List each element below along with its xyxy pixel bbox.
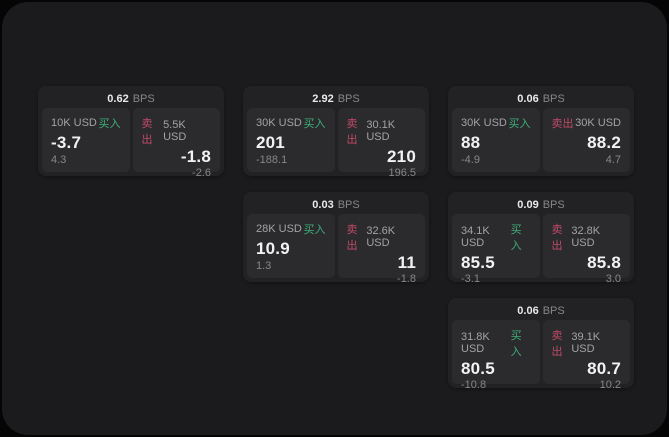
- buy-side-label: 买入: [303, 118, 326, 130]
- sell-sub-value: -2.6: [192, 167, 211, 179]
- sell-sub-value: -1.8: [397, 273, 416, 285]
- buy-sub-value: -10.8: [461, 379, 487, 391]
- sell-pane[interactable]: 卖出 32.8K USD 85.8 3.0: [542, 214, 630, 285]
- buy-size: 28K USD: [256, 223, 302, 235]
- buy-size: 10K USD: [51, 117, 97, 129]
- sell-sub-value: 10.2: [599, 379, 621, 391]
- bps-unit-label: BPS: [337, 199, 360, 211]
- spread-value: 0.06: [517, 93, 539, 105]
- sell-price: 11: [397, 253, 416, 272]
- buy-price: -3.7: [51, 132, 82, 152]
- quote-card: 0.06 BPS 30K USD 买入 88 -4.9 卖出 30K USD: [448, 86, 634, 176]
- sell-size: 30.1K USD: [366, 119, 396, 143]
- sell-size: 30K USD: [575, 117, 621, 129]
- buy-pane[interactable]: 30K USD 买入 201 -188.1: [247, 108, 335, 172]
- buy-price: 10.9: [256, 238, 290, 258]
- buy-price: 85.5: [461, 253, 495, 272]
- bps-unit-label: BPS: [337, 93, 360, 105]
- sell-price: -1.8: [180, 147, 211, 166]
- buy-pane[interactable]: 28K USD 买入 10.9 1.3: [247, 214, 335, 278]
- sell-size: 5.5K USD: [163, 119, 187, 143]
- buy-sub-value: -4.9: [461, 154, 480, 166]
- sell-price: 210: [387, 147, 416, 166]
- sell-pane[interactable]: 卖出 32.6K USD 11 -1.8: [337, 214, 425, 285]
- quote-card: 0.62 BPS 10K USD 买入 -3.7 4.3 卖出 5.5K USD: [38, 86, 224, 179]
- spread-header: 0.06 BPS: [452, 90, 630, 108]
- bps-unit-label: BPS: [542, 199, 565, 211]
- buy-pane[interactable]: 10K USD 买入 -3.7 4.3: [42, 108, 130, 172]
- spread-value: 0.06: [517, 305, 539, 317]
- quote-card: 0.09 BPS 34.1K USD 买入 85.5 -3.1 卖出 32.8K …: [448, 192, 634, 285]
- spread-value: 0.09: [517, 199, 539, 211]
- quote-card-grid: 0.62 BPS 10K USD 买入 -3.7 4.3 卖出 5.5K USD: [38, 86, 634, 391]
- buy-pane[interactable]: 30K USD 买入 88 -4.9: [452, 108, 540, 172]
- sell-side-label: 卖出: [346, 224, 358, 252]
- buy-size: 34.1K USD: [461, 225, 490, 249]
- bps-unit-label: BPS: [132, 93, 155, 105]
- sell-price: 85.8: [587, 253, 621, 272]
- sell-sub-value: 196.5: [388, 167, 416, 179]
- buy-pane[interactable]: 34.1K USD 买入 85.5 -3.1: [452, 214, 540, 285]
- sell-sub-value: 4.7: [605, 154, 621, 166]
- spread-value: 2.92: [312, 93, 334, 105]
- buy-side-label: 买入: [303, 224, 326, 236]
- buy-sub-value: 1.3: [256, 260, 272, 272]
- sell-side-label: 卖出: [141, 118, 153, 146]
- spread-header: 0.03 BPS: [247, 196, 425, 214]
- bps-unit-label: BPS: [542, 93, 565, 105]
- spread-header: 0.62 BPS: [42, 90, 220, 108]
- sell-side-label: 卖出: [551, 224, 563, 252]
- buy-size: 30K USD: [461, 117, 507, 129]
- sell-pane[interactable]: 卖出 5.5K USD -1.8 -2.6: [132, 108, 220, 179]
- sell-sub-value: 3.0: [605, 273, 621, 285]
- sell-size: 39.1K USD: [571, 331, 601, 355]
- sell-side-label: 卖出: [551, 330, 563, 358]
- buy-sub-value: 4.3: [51, 154, 67, 166]
- quote-card: 2.92 BPS 30K USD 买入 201 -188.1 卖出 30.1K U…: [243, 86, 429, 179]
- spread-value: 0.62: [107, 93, 129, 105]
- sell-pane[interactable]: 卖出 30.1K USD 210 196.5: [337, 108, 425, 179]
- spread-header: 0.09 BPS: [452, 196, 630, 214]
- sell-pane[interactable]: 卖出 30K USD 88.2 4.7: [542, 108, 630, 172]
- buy-price: 88: [461, 132, 481, 152]
- buy-size: 30K USD: [256, 117, 302, 129]
- bps-unit-label: BPS: [542, 305, 565, 317]
- buy-size: 31.8K USD: [461, 331, 490, 355]
- spread-value: 0.03: [312, 199, 334, 211]
- buy-side-label: 买入: [98, 118, 121, 130]
- buy-side-label: 买入: [510, 224, 522, 252]
- sell-pane[interactable]: 卖出 39.1K USD 80.7 10.2: [542, 320, 630, 391]
- sell-price: 80.7: [587, 359, 621, 378]
- buy-pane[interactable]: 31.8K USD 买入 80.5 -10.8: [452, 320, 540, 391]
- quote-card: 0.06 BPS 31.8K USD 买入 80.5 -10.8 卖出 39.1K…: [448, 298, 634, 391]
- sell-side-label: 卖出: [346, 118, 358, 146]
- buy-price: 201: [256, 132, 285, 152]
- spread-header: 2.92 BPS: [247, 90, 425, 108]
- sell-side-label: 卖出: [551, 118, 574, 130]
- buy-sub-value: -188.1: [256, 154, 288, 166]
- buy-sub-value: -3.1: [461, 273, 480, 285]
- sell-size: 32.8K USD: [571, 225, 601, 249]
- sell-price: 88.2: [587, 132, 621, 152]
- sell-size: 32.6K USD: [366, 225, 396, 249]
- quote-card: 0.03 BPS 28K USD 买入 10.9 1.3 卖出 32.6K USD: [243, 192, 429, 285]
- spread-header: 0.06 BPS: [452, 302, 630, 320]
- buy-price: 80.5: [461, 359, 495, 378]
- buy-side-label: 买入: [510, 330, 522, 358]
- buy-side-label: 买入: [508, 118, 531, 130]
